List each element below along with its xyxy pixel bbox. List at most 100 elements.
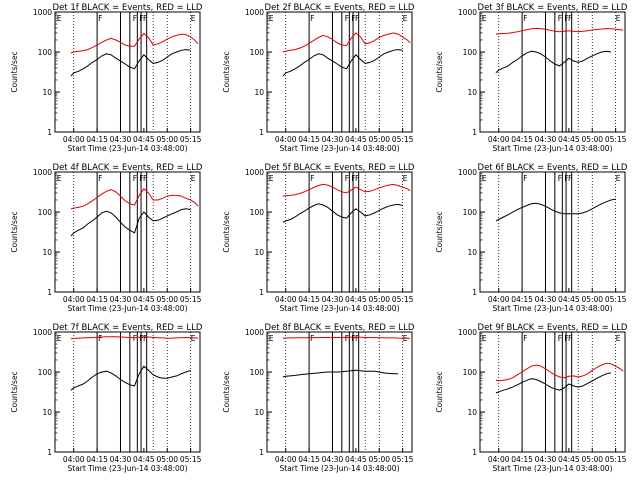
- x-tick-label: 04:15: [511, 135, 533, 144]
- x-tick-label: 04:30: [322, 295, 344, 304]
- interval-marker: F: [564, 14, 568, 23]
- x-tick-label: 04:00: [488, 135, 510, 144]
- y-tick-label: 10: [467, 88, 477, 97]
- interval-marker: F: [310, 14, 314, 23]
- x-tick-label: 04:45: [133, 455, 155, 464]
- events-series-line: [495, 372, 612, 394]
- interval-marker: F: [345, 334, 349, 343]
- panel-det-1: Det 1f BLACK = Events, RED = LLD 1 10 100 10…: [10, 3, 203, 153]
- x-tick-label: 04:15: [511, 455, 533, 464]
- y-tick-label: 10: [42, 408, 52, 417]
- interval-marker: F: [98, 174, 102, 183]
- x-tick-label: 05:15: [605, 295, 627, 304]
- y-axis-label: Counts/sec: [10, 211, 19, 252]
- y-axis-label: Counts/sec: [222, 51, 231, 92]
- panel-title: Det 8f BLACK = Events, RED = LLD: [265, 323, 415, 333]
- plot-frame: [479, 171, 626, 293]
- x-tick-label: 05:15: [605, 135, 627, 144]
- y-tick-label: 10: [42, 248, 52, 257]
- interval-marker: E: [57, 174, 62, 183]
- interval-marker: F: [345, 14, 349, 23]
- interval-marker: E: [57, 14, 62, 23]
- y-tick-label: 1: [259, 448, 264, 457]
- lld-series-line: [495, 362, 624, 382]
- lld-series-line: [70, 32, 199, 54]
- y-tick-label: 1: [472, 288, 477, 297]
- y-tick-label: 1: [47, 288, 52, 297]
- x-tick-label: 04:30: [535, 295, 557, 304]
- x-tick-label: 04:00: [488, 295, 510, 304]
- panel-title: Det 5f BLACK = Events, RED = LLD: [265, 163, 415, 173]
- interval-marker: F: [564, 174, 568, 183]
- interval-marker: E: [191, 14, 196, 23]
- x-tick-label: 05:00: [156, 295, 178, 304]
- panel-det-3: Det 3f BLACK = Events, RED = LLD 1 10 100 10…: [435, 3, 628, 153]
- interval-marker: F: [568, 174, 572, 183]
- x-tick-label: 04:00: [275, 455, 297, 464]
- interval-marker: F: [143, 334, 147, 343]
- x-axis-label: Start Time (23-Jun-14 03:48:00): [280, 144, 400, 153]
- x-axis-label: Start Time (23-Jun-14 03:48:00): [68, 464, 188, 473]
- x-axis-label: Start Time (23-Jun-14 03:48:00): [280, 464, 400, 473]
- y-tick-label: 1: [47, 128, 52, 137]
- interval-marker: F: [351, 174, 355, 183]
- y-axis-label: Counts/sec: [435, 51, 444, 92]
- events-series-line: [495, 198, 616, 222]
- x-tick-label: 04:00: [275, 135, 297, 144]
- panel-title: Det 6f BLACK = Events, RED = LLD: [478, 163, 628, 173]
- y-axis-label: Counts/sec: [435, 211, 444, 252]
- interval-marker: E: [482, 14, 487, 23]
- x-tick-label: 04:30: [110, 295, 132, 304]
- lld-series-line: [282, 183, 411, 197]
- interval-marker: F: [133, 14, 137, 23]
- interval-marker: F: [523, 14, 527, 23]
- x-tick-label: 05:15: [605, 455, 627, 464]
- x-tick-label: 05:15: [392, 455, 414, 464]
- y-tick-label: 10: [254, 408, 264, 417]
- interval-marker: F: [98, 14, 102, 23]
- y-tick-label: 100: [38, 48, 53, 57]
- panel-title: Det 7f BLACK = Events, RED = LLD: [53, 323, 203, 333]
- x-tick-label: 04:45: [345, 455, 367, 464]
- plot-frame: [54, 11, 201, 133]
- x-tick-label: 04:30: [110, 455, 132, 464]
- y-tick-label: 1000: [458, 168, 477, 177]
- x-tick-label: 04:00: [275, 295, 297, 304]
- interval-marker: F: [523, 174, 527, 183]
- y-tick-label: 1000: [33, 168, 52, 177]
- events-series-line: [495, 50, 612, 74]
- x-tick-label: 04:45: [558, 295, 580, 304]
- y-tick-label: 1: [259, 288, 264, 297]
- lld-series-line: [282, 32, 411, 53]
- events-series-line: [70, 365, 191, 391]
- x-tick-label: 04:30: [322, 135, 344, 144]
- panel-det-4: Det 4f BLACK = Events, RED = LLD 1 10 100 10…: [10, 163, 203, 313]
- x-tick-label: 04:15: [511, 295, 533, 304]
- x-tick-label: 04:45: [558, 135, 580, 144]
- events-series-line: [70, 208, 191, 237]
- interval-marker: F: [355, 334, 359, 343]
- x-tick-label: 04:15: [298, 455, 320, 464]
- y-tick-label: 1000: [33, 8, 52, 17]
- y-tick-label: 100: [250, 208, 265, 217]
- x-tick-label: 05:15: [180, 295, 202, 304]
- panel-title: Det 1f BLACK = Events, RED = LLD: [53, 3, 203, 13]
- x-tick-label: 05:00: [156, 455, 178, 464]
- x-tick-label: 04:45: [558, 455, 580, 464]
- x-tick-label: 05:00: [581, 295, 603, 304]
- interval-marker: F: [523, 334, 527, 343]
- x-tick-label: 05:00: [581, 455, 603, 464]
- plot-frame: [479, 331, 626, 453]
- y-tick-label: 100: [463, 208, 478, 217]
- x-axis-label: Start Time (23-Jun-14 03:48:00): [493, 144, 613, 153]
- y-tick-label: 1: [259, 128, 264, 137]
- panel-title: Det 4f BLACK = Events, RED = LLD: [53, 163, 203, 173]
- interval-marker: E: [403, 14, 408, 23]
- interval-marker: F: [345, 174, 349, 183]
- interval-marker: F: [139, 14, 143, 23]
- interval-marker: E: [57, 334, 62, 343]
- lld-series-line: [495, 27, 624, 35]
- y-tick-label: 1000: [245, 8, 264, 17]
- interval-marker: F: [133, 334, 137, 343]
- interval-marker: F: [568, 334, 572, 343]
